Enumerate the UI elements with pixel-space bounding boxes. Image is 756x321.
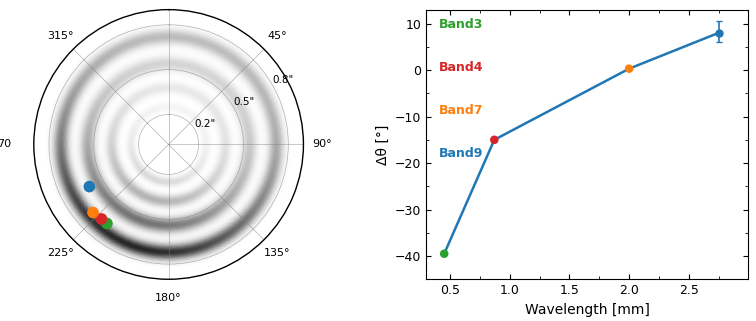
Text: 70: 70 — [0, 139, 11, 150]
Point — [83, 184, 95, 189]
Y-axis label: Δθ [°]: Δθ [°] — [376, 124, 389, 165]
Point — [623, 66, 635, 71]
Point — [101, 221, 113, 226]
Text: Band9: Band9 — [439, 147, 484, 160]
Text: Band4: Band4 — [439, 61, 484, 74]
Point — [488, 137, 500, 143]
Point — [95, 216, 107, 221]
Point — [87, 210, 99, 215]
Point — [438, 251, 451, 256]
X-axis label: Wavelength [mm]: Wavelength [mm] — [525, 303, 650, 317]
Text: Band7: Band7 — [439, 104, 484, 117]
Text: Band3: Band3 — [439, 18, 484, 31]
